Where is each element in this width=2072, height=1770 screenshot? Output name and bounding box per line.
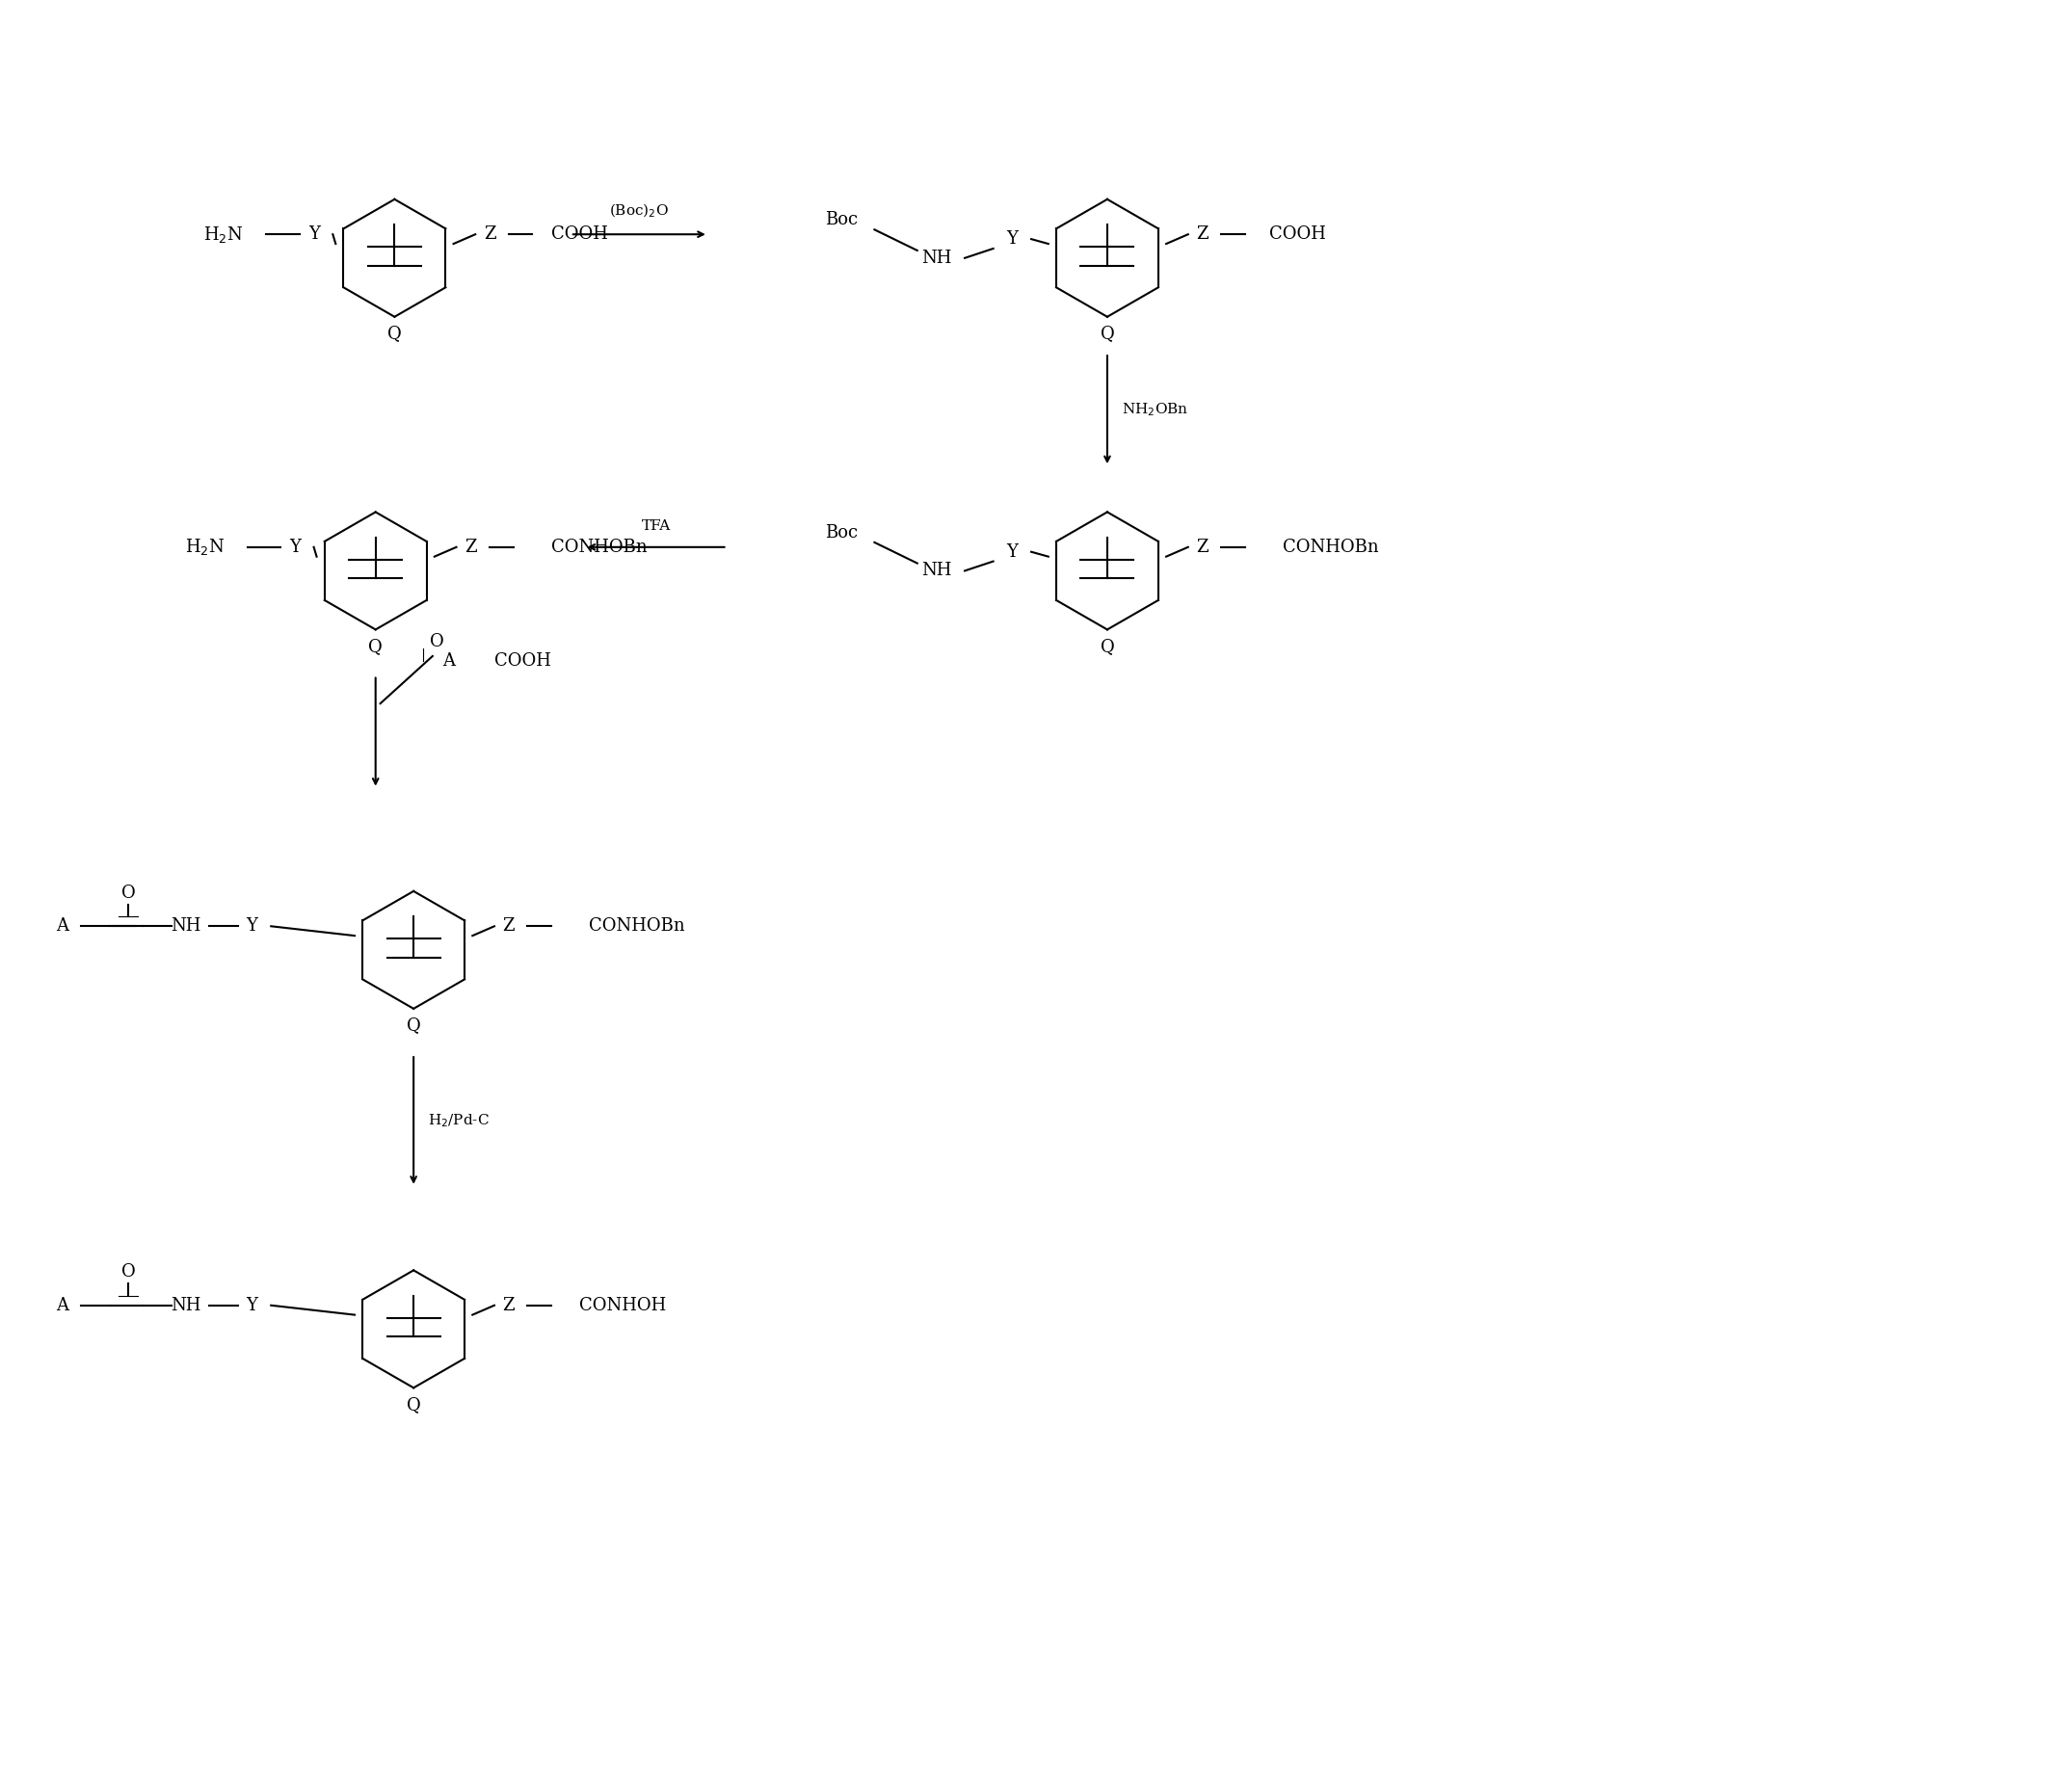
Text: NH: NH: [170, 1297, 201, 1313]
Text: Z: Z: [1196, 538, 1208, 556]
Text: H$_2$N: H$_2$N: [203, 225, 244, 244]
Text: Boc: Boc: [825, 524, 858, 542]
Text: Q: Q: [369, 637, 383, 655]
Text: Boc: Boc: [825, 211, 858, 228]
Text: H$_2$N: H$_2$N: [184, 536, 224, 558]
Text: A: A: [56, 917, 68, 935]
Text: CONHOH: CONHOH: [580, 1297, 665, 1313]
Text: COOH: COOH: [495, 651, 551, 669]
Text: COOH: COOH: [551, 225, 609, 242]
Text: Q: Q: [406, 1397, 421, 1414]
Text: O: O: [122, 1264, 135, 1281]
Text: (Boc)$_2$O: (Boc)$_2$O: [609, 202, 669, 219]
Text: Q: Q: [1100, 637, 1115, 655]
Text: Y: Y: [247, 1297, 257, 1313]
Text: Z: Z: [503, 917, 514, 935]
Text: NH: NH: [922, 250, 951, 267]
Text: NH: NH: [170, 917, 201, 935]
Text: Q: Q: [1100, 326, 1115, 343]
Text: Y: Y: [309, 225, 319, 242]
Text: O: O: [122, 885, 135, 901]
Text: Y: Y: [290, 538, 300, 556]
Text: Y: Y: [247, 917, 257, 935]
Text: CONHOBn: CONHOBn: [588, 917, 686, 935]
Text: NH$_2$OBn: NH$_2$OBn: [1121, 402, 1187, 418]
Text: Y: Y: [1007, 543, 1017, 561]
Text: Z: Z: [1196, 225, 1208, 242]
Text: A: A: [441, 651, 454, 669]
Text: CONHOBn: CONHOBn: [1283, 538, 1378, 556]
Text: A: A: [56, 1297, 68, 1313]
Text: H$_2$/Pd-C: H$_2$/Pd-C: [427, 1112, 489, 1129]
Text: O: O: [431, 634, 443, 651]
Text: CONHOBn: CONHOBn: [551, 538, 646, 556]
Text: NH: NH: [922, 563, 951, 579]
Text: TFA: TFA: [642, 519, 671, 533]
Text: Z: Z: [503, 1297, 514, 1313]
Text: Y: Y: [1007, 230, 1017, 248]
Text: COOH: COOH: [1268, 225, 1326, 242]
Text: Q: Q: [406, 1018, 421, 1034]
Text: Q: Q: [387, 326, 402, 343]
Text: Z: Z: [464, 538, 477, 556]
Text: Z: Z: [483, 225, 495, 242]
